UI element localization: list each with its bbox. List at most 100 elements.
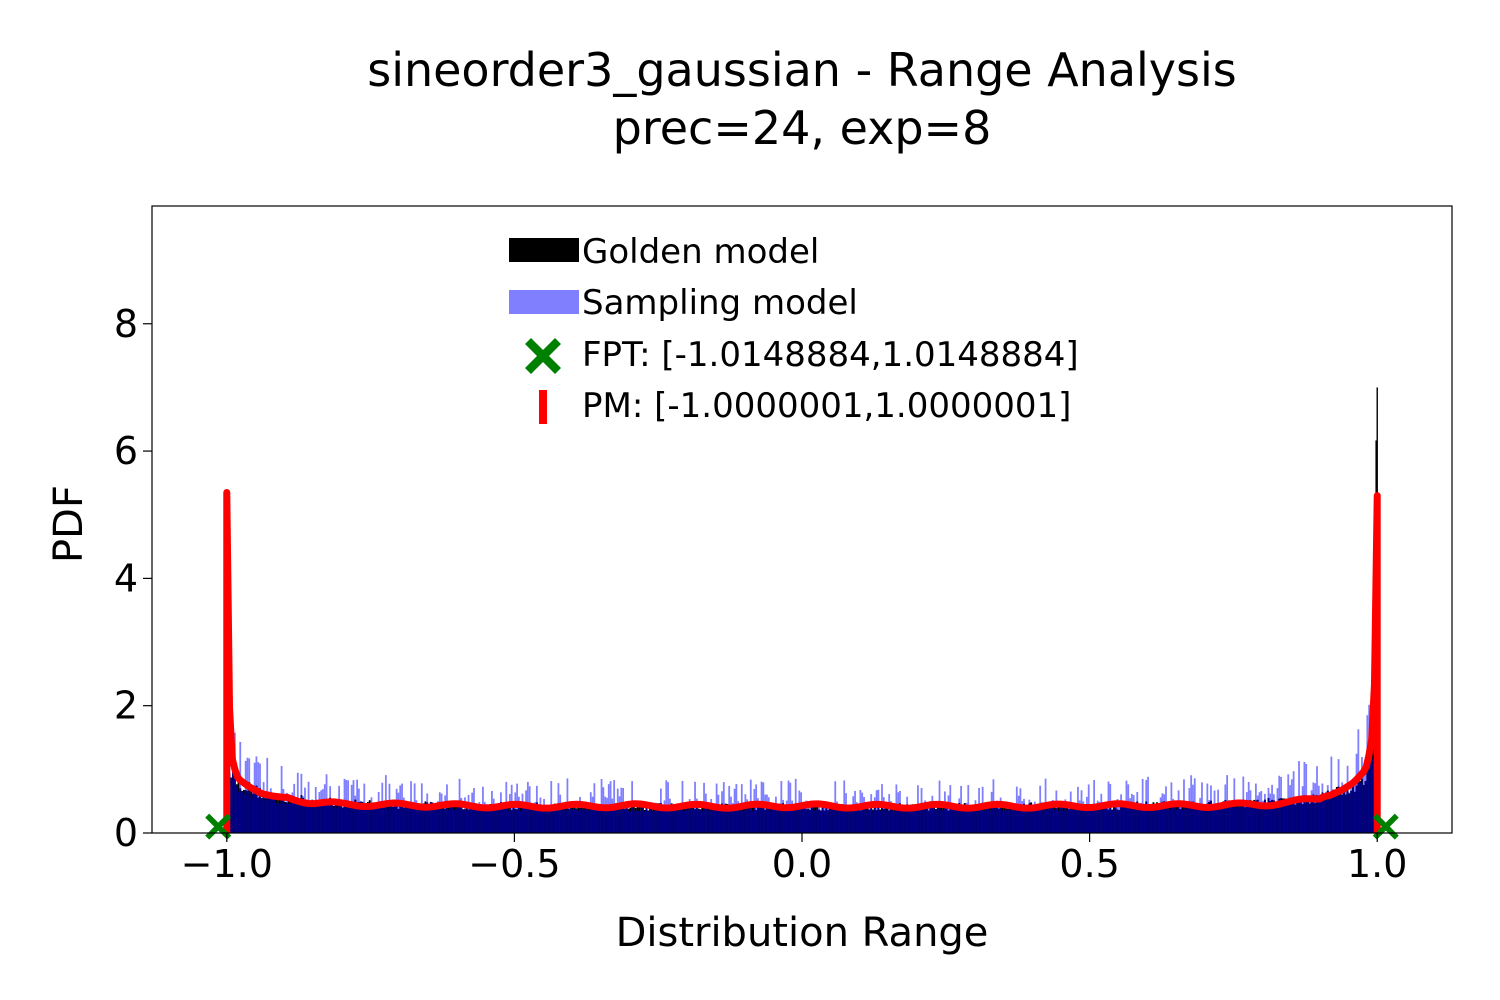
overlap-bar	[730, 807, 732, 833]
overlap-bar	[406, 803, 409, 833]
overlap-bar	[969, 810, 971, 833]
overlap-bar	[336, 807, 339, 833]
overlap-bar	[956, 810, 959, 833]
overlap-bar	[830, 807, 833, 833]
overlap-bar	[494, 809, 497, 833]
overlap-bar	[1051, 807, 1054, 833]
overlap-bar	[1080, 806, 1083, 833]
overlap-bar	[1312, 794, 1315, 833]
overlap-bar	[368, 808, 371, 833]
overlap-bar	[1269, 801, 1272, 833]
overlap-bar	[1116, 809, 1119, 833]
overlap-bar	[552, 810, 554, 833]
overlap-bar	[1323, 797, 1326, 833]
overlap-bar	[870, 808, 873, 833]
overlap-bar	[794, 809, 797, 833]
overlap-bar	[649, 808, 652, 833]
overlap-bar	[1245, 802, 1248, 833]
overlap-bar	[1111, 810, 1113, 833]
overlap-bar	[278, 802, 281, 833]
overlap-bar	[643, 811, 646, 833]
overlap-bar	[305, 802, 308, 833]
overlap-bar	[1244, 807, 1246, 833]
y-tick-label: 6	[114, 429, 138, 473]
overlap-bar	[287, 804, 290, 833]
overlap-bar	[616, 807, 619, 833]
overlap-bar	[332, 807, 335, 833]
overlap-bar	[961, 809, 964, 833]
overlap-bar	[800, 803, 802, 833]
overlap-bar	[1107, 809, 1110, 833]
overlap-bar	[888, 810, 891, 833]
overlap-bar	[893, 811, 896, 833]
overlap-bar	[776, 809, 779, 833]
overlap-bar	[1251, 804, 1254, 833]
overlap-bar	[647, 811, 650, 833]
overlap-bar	[978, 810, 980, 833]
overlap-bar	[1145, 801, 1148, 833]
overlap-bar	[501, 807, 504, 833]
overlap-bar	[936, 808, 939, 833]
overlap-bar	[1064, 802, 1067, 833]
overlap-bar	[886, 811, 889, 833]
overlap-bar	[1332, 792, 1335, 833]
overlap-bar	[1165, 807, 1167, 833]
overlap-bar	[1339, 795, 1342, 833]
overlap-bar	[1003, 810, 1006, 833]
overlap-bar	[1015, 806, 1018, 833]
overlap-bar	[550, 805, 553, 833]
overlap-bar	[1371, 759, 1374, 833]
overlap-bar	[372, 809, 375, 833]
overlap-bar	[825, 806, 828, 833]
overlap-bar	[1359, 782, 1362, 833]
overlap-bar	[1042, 805, 1045, 833]
overlap-bar	[935, 810, 937, 833]
overlap-bar	[417, 808, 420, 833]
overlap-bar	[683, 811, 686, 833]
overlap-bar	[762, 804, 765, 833]
overlap-bar	[1308, 803, 1311, 833]
overlap-bar	[751, 810, 754, 833]
overlap-bar	[1272, 800, 1275, 833]
overlap-bar	[413, 807, 416, 833]
overlap-bar	[465, 810, 468, 833]
overlap-bar	[900, 809, 903, 833]
overlap-bar	[911, 806, 914, 833]
overlap-bar	[960, 810, 962, 833]
overlap-bar	[262, 793, 265, 833]
overlap-bar	[1355, 785, 1358, 833]
overlap-bar	[580, 809, 583, 833]
overlap-bar	[1197, 807, 1200, 833]
overlap-bar	[945, 808, 948, 833]
overlap-bar	[624, 809, 626, 833]
overlap-bar	[437, 803, 439, 833]
overlap-bar	[1190, 801, 1193, 833]
overlap-bar	[1130, 806, 1133, 833]
overlap-bar	[1280, 798, 1282, 833]
overlap-bar	[544, 806, 547, 833]
overlap-bar	[1366, 766, 1369, 833]
overlap-bar	[1238, 805, 1241, 833]
overlap-bar	[845, 809, 847, 833]
overlap-bar	[737, 805, 740, 833]
overlap-bar	[692, 808, 695, 833]
overlap-bar	[264, 800, 267, 833]
overlap-bar	[350, 802, 353, 833]
y-tick-label: 0	[114, 811, 138, 855]
overlap-bar	[1281, 799, 1284, 833]
overlap-bar	[659, 803, 662, 833]
overlap-bar	[1361, 778, 1363, 833]
overlap-bar	[458, 804, 461, 833]
overlap-bar	[952, 806, 955, 833]
golden-histogram	[226, 387, 1378, 833]
overlap-bar	[706, 811, 709, 833]
overlap-bar	[419, 810, 421, 833]
legend-label-golden: Golden model	[582, 232, 819, 272]
overlap-bar	[1132, 802, 1135, 833]
overlap-bar	[748, 809, 750, 833]
overlap-bar	[622, 807, 625, 833]
overlap-bar	[359, 801, 362, 833]
overlap-bar	[410, 804, 412, 833]
overlap-bar	[340, 804, 342, 833]
overlap-bar	[899, 803, 901, 833]
